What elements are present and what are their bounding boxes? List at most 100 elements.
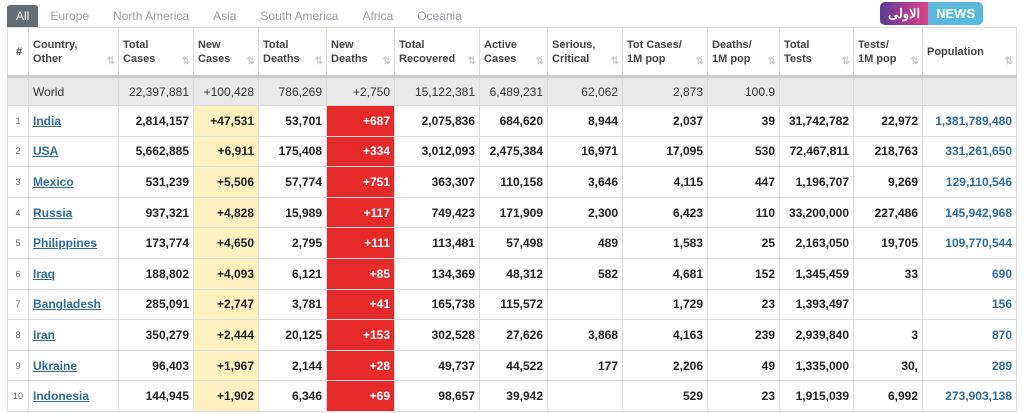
cell: +85	[326, 257, 395, 290]
column-header-label: Total Deaths	[263, 38, 300, 65]
cell: 109,770,544	[922, 227, 1017, 259]
tab-africa[interactable]: Africa	[362, 9, 394, 23]
cell: 582	[547, 257, 623, 290]
column-header[interactable]: Total Deaths ⇅	[258, 27, 327, 78]
sort-icon[interactable]: ⇅	[467, 56, 476, 67]
cell: 129,110,546	[922, 166, 1017, 198]
table-row: 9 Ukraine 96,403 +1,967 2,144 +28 49,737 44,522…	[7, 349, 1017, 382]
table-row: 3 Mexico 531,239 +5,506 57,774 +751 363,307 110…	[7, 166, 1017, 198]
cell: 786,269	[258, 76, 327, 106]
cell: 447	[707, 166, 780, 198]
cell: +2,750	[326, 76, 395, 106]
cell: +6,911	[193, 135, 259, 168]
tab-europe[interactable]: Europe	[50, 9, 90, 23]
sort-icon[interactable]: ⇅	[314, 56, 323, 67]
column-header-label: Total Tests	[784, 38, 812, 65]
column-header[interactable]: Population ⇅	[922, 27, 1017, 78]
sort-icon[interactable]: ⇅	[695, 56, 704, 67]
country-link[interactable]: Philippines	[33, 236, 98, 251]
column-header[interactable]: Deaths/ 1M pop ⇅	[707, 27, 780, 78]
column-header[interactable]: Active Cases ⇅	[479, 27, 548, 78]
cell: +1,967	[193, 349, 259, 382]
cell: 489	[547, 227, 623, 259]
country-link[interactable]: Indonesia	[33, 389, 90, 404]
column-header-label: #	[15, 45, 23, 58]
cell: 285,091	[118, 288, 194, 321]
cell: 145,942,968	[922, 196, 1017, 229]
sort-icon[interactable]: ⇅	[106, 56, 115, 67]
cell: 39	[707, 105, 780, 137]
tab-oceania[interactable]: Oceania	[417, 9, 462, 23]
cell: 20,125	[258, 319, 327, 351]
cell: 9	[7, 349, 29, 382]
cell: 22,972	[853, 105, 923, 137]
sort-icon[interactable]: ⇅	[841, 56, 850, 67]
cell: 33	[853, 257, 923, 290]
cell: 2,873	[622, 76, 708, 106]
table-row: 6 Iraq 188,802 +4,093 6,121 +85 134,369 48,312 5…	[7, 257, 1017, 290]
sort-icon[interactable]: ⇅	[910, 56, 919, 67]
tab-north-america[interactable]: North America	[113, 9, 190, 23]
country-link[interactable]: Ukraine	[33, 358, 78, 373]
cell: 1	[7, 105, 29, 137]
column-header[interactable]: Country, Other ⇅	[28, 27, 119, 78]
cell: 870	[922, 319, 1017, 351]
cell: +751	[326, 166, 395, 198]
sort-icon[interactable]: ⇅	[246, 56, 255, 67]
column-header[interactable]: Tot Cases/ 1M pop ⇅	[622, 27, 708, 78]
cell: 177	[547, 349, 623, 382]
cell: 188,802	[118, 257, 194, 290]
cell: 23	[707, 288, 780, 321]
table-header: # Country, Other ⇅ Total Cases ⇅ New Cases ⇅ To…	[7, 27, 1017, 78]
column-header[interactable]: New Deaths ⇅	[326, 27, 395, 78]
column-header[interactable]: New Cases ⇅	[193, 27, 259, 78]
column-header[interactable]: Tests/ 1M pop ⇅	[853, 27, 923, 78]
country-link[interactable]: Mexico	[33, 174, 74, 189]
cell: 7	[7, 288, 29, 321]
cell: Russia	[28, 196, 119, 229]
country-link[interactable]: Bangladesh	[33, 297, 102, 312]
column-header[interactable]: Total Recovered ⇅	[394, 27, 480, 78]
sort-icon[interactable]: ⇅	[1004, 56, 1013, 67]
cell: 1,393,497	[779, 288, 854, 321]
cell: USA	[28, 135, 119, 168]
sort-icon[interactable]: ⇅	[535, 56, 544, 67]
cell: Bangladesh	[28, 288, 119, 321]
column-header[interactable]: #	[7, 27, 29, 78]
tab-south-america[interactable]: South America	[260, 9, 339, 23]
country-link[interactable]: Iran	[33, 327, 56, 342]
cell: 227,486	[853, 196, 923, 229]
country-link[interactable]: Iraq	[33, 266, 56, 281]
sort-icon[interactable]: ⇅	[181, 56, 190, 67]
cell: 57,774	[258, 166, 327, 198]
tab-all[interactable]: All	[7, 5, 39, 27]
cell: 25	[707, 227, 780, 259]
cell: 1,335,000	[779, 349, 854, 382]
cell: 1,729	[622, 288, 708, 321]
column-header[interactable]: Total Tests ⇅	[779, 27, 854, 78]
cell: 2,075,836	[394, 105, 480, 137]
cell	[853, 76, 923, 106]
cell: 1,915,039	[779, 380, 854, 412]
country-link[interactable]: USA	[33, 144, 59, 159]
tab-asia[interactable]: Asia	[213, 9, 237, 23]
sort-icon[interactable]: ⇅	[382, 56, 391, 67]
country-link[interactable]: India	[33, 113, 62, 128]
cell: 115,572	[479, 288, 548, 321]
cell: +687	[326, 105, 395, 137]
cell: 331,261,650	[922, 135, 1017, 168]
column-header[interactable]: Serious, Critical ⇅	[547, 27, 623, 78]
table-row: 10 Indonesia 144,945 +1,902 6,346 +69 98,657 39…	[7, 380, 1017, 412]
cell: 6,121	[258, 257, 327, 290]
cell: 98,657	[394, 380, 480, 412]
country-link[interactable]: Russia	[33, 205, 73, 220]
sort-icon[interactable]: ⇅	[610, 56, 619, 67]
column-header[interactable]: Total Cases ⇅	[118, 27, 194, 78]
cell: 5,662,885	[118, 135, 194, 168]
cell: 33,200,000	[779, 196, 854, 229]
cell: 529	[622, 380, 708, 412]
sort-icon[interactable]: ⇅	[767, 56, 776, 67]
cell: India	[28, 105, 119, 137]
covid-table: # Country, Other ⇅ Total Cases ⇅ New Cases ⇅ To…	[7, 27, 1017, 412]
cell: 3	[7, 166, 29, 198]
